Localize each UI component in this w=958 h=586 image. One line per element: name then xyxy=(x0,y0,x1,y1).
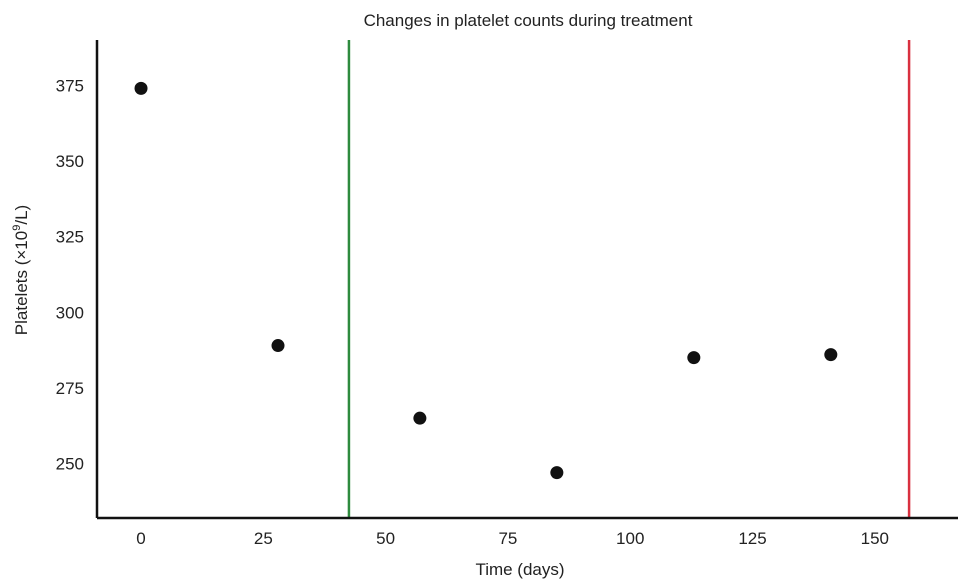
y-tick-label: 350 xyxy=(56,152,84,171)
x-tick-label: 75 xyxy=(498,529,517,548)
y-axis-title: Platelets (×109/L) xyxy=(11,205,31,335)
x-tick-label: 50 xyxy=(376,529,395,548)
data-point xyxy=(550,466,564,480)
y-axis-title-superscript: 9 xyxy=(11,225,23,231)
y-axis-title-suffix: /L) xyxy=(12,205,31,225)
chart-title: Changes in platelet counts during treatm… xyxy=(364,11,693,30)
x-tick-label: 150 xyxy=(861,529,889,548)
y-tick-label: 325 xyxy=(56,228,84,247)
x-tick-label: 0 xyxy=(136,529,145,548)
data-point xyxy=(413,411,427,425)
y-tick-label: 300 xyxy=(56,303,84,322)
data-point xyxy=(687,351,701,365)
data-point xyxy=(134,81,148,95)
data-points xyxy=(134,81,838,480)
y-tick-label: 375 xyxy=(56,76,84,95)
y-tick-label: 275 xyxy=(56,379,84,398)
x-tick-label: 100 xyxy=(616,529,644,548)
reference-lines xyxy=(347,40,911,518)
x-axis-title: Time (days) xyxy=(475,560,564,579)
data-point xyxy=(824,348,838,362)
data-point xyxy=(271,339,285,353)
y-tick-label: 250 xyxy=(56,455,84,474)
y-axis-title-prefix: Platelets (×10 xyxy=(12,231,31,335)
x-axis-ticks: 0 25 50 75 100 125 150 xyxy=(136,529,889,548)
y-axis-ticks: 250 275 300 325 350 375 xyxy=(56,76,84,473)
x-tick-label: 25 xyxy=(254,529,273,548)
x-tick-label: 125 xyxy=(738,529,766,548)
